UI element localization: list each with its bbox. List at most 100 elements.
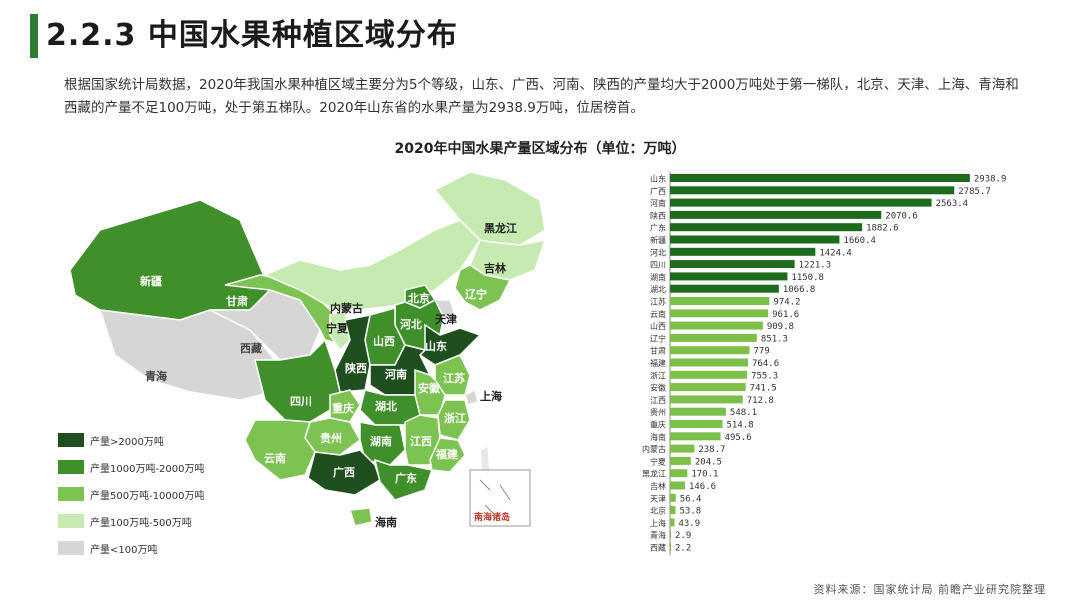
bar <box>670 506 676 515</box>
bar-value-label: 974.2 <box>773 298 800 308</box>
bar-category-label: 河北 <box>650 247 666 257</box>
region-chongqing <box>329 389 361 423</box>
bar <box>670 395 743 404</box>
legend-label: 产量1000万吨-2000万吨 <box>90 463 205 475</box>
region-shanghai <box>464 388 479 406</box>
label-beijing: 北京 <box>408 291 430 305</box>
bar-category-label: 贵州 <box>650 407 666 417</box>
bar <box>670 407 726 416</box>
bar-value-label: 1424.4 <box>819 248 852 258</box>
bar-value-label: 1066.8 <box>783 285 816 295</box>
region-hunan <box>359 421 406 466</box>
bar-value-label: 764.6 <box>752 359 779 369</box>
bar-value-label: 2.9 <box>675 531 691 541</box>
bar-category-label: 湖南 <box>650 272 666 282</box>
label-qinghai: 青海 <box>145 369 167 383</box>
bar-value-label: 909.8 <box>767 322 794 332</box>
legend-swatch <box>58 487 84 501</box>
bar-value-label: 2070.6 <box>885 211 918 221</box>
label-hubei: 湖北 <box>375 399 397 413</box>
label-guangdong: 广东 <box>395 471 417 485</box>
region-yunnan <box>244 419 316 481</box>
section-title: 2.2.3 中国水果种植区域分布 <box>46 18 458 53</box>
bar-category-label: 内蒙古 <box>642 444 666 454</box>
label-hebei: 河北 <box>400 317 422 331</box>
legend-item: 产量500万吨-10000万吨 <box>58 486 205 502</box>
description-text: 根据国家统计局数据，2020年我国水果种植区域主要分为5个等级，山东、广西、河南… <box>64 77 1019 116</box>
south-china-sea-inset <box>469 469 531 527</box>
label-heilongjiang: 黑龙江 <box>484 221 517 235</box>
bar-value-label: 56.4 <box>680 494 702 504</box>
bar <box>670 272 788 281</box>
bar-category-label: 安徽 <box>650 383 666 393</box>
bar-category-label: 天津 <box>650 493 666 503</box>
bar-value-label: 961.6 <box>772 310 799 320</box>
bar-category-label: 山西 <box>650 321 666 331</box>
legend-swatch <box>58 514 84 528</box>
bar-category-label: 河南 <box>650 198 666 208</box>
bar-value-label: 712.8 <box>747 396 774 406</box>
legend-item: 产量<100万吨 <box>58 540 205 556</box>
bar <box>670 210 882 219</box>
bar <box>670 383 746 392</box>
bar-category-label: 广东 <box>650 223 666 233</box>
legend-swatch <box>58 541 84 555</box>
label-anhui: 安徽 <box>418 381 441 395</box>
bar-value-label: 170.1 <box>691 470 718 480</box>
bar-category-label: 重庆 <box>650 420 666 430</box>
region-shaanxi <box>334 314 371 393</box>
label-liaoning: 辽宁 <box>465 287 487 301</box>
bar-category-label: 江苏 <box>650 297 666 307</box>
bar <box>670 346 750 355</box>
label-sichuan: 四川 <box>290 395 312 408</box>
bar <box>670 247 816 256</box>
bar-category-label: 四川 <box>650 261 666 270</box>
bar <box>670 174 970 182</box>
label-jilin: 吉林 <box>484 261 506 275</box>
label-guangxi: 广西 <box>333 465 355 479</box>
legend-label: 产量>2000万吨 <box>90 436 164 448</box>
bar-category-label: 上海 <box>650 518 666 528</box>
bar <box>670 284 779 293</box>
china-map: 新疆 西藏 青海 甘肃 内蒙古 黑龙江 吉林 辽宁 北京 天津 河北 宁夏 山西… <box>69 171 547 529</box>
label-chongqing: 重庆 <box>332 401 354 415</box>
bar-category-label: 山东 <box>650 174 666 184</box>
label-hainan: 海南 <box>375 515 397 529</box>
bar <box>670 530 671 539</box>
chart-title: 2020年中国水果产量区域分布（单位：万吨） <box>394 141 686 157</box>
bar-value-label: 53.8 <box>679 507 701 517</box>
label-neimenggu: 内蒙古 <box>330 301 363 315</box>
bar-value-label: 238.7 <box>698 445 725 455</box>
bar-value-label: 548.1 <box>730 408 757 418</box>
label-xizang: 西藏 <box>240 341 262 355</box>
label-guizhou: 贵州 <box>320 431 342 445</box>
bar-value-label: 779 <box>753 347 769 357</box>
region-fujian <box>429 437 466 473</box>
bar <box>670 493 676 502</box>
legend-label: 产量100万吨-500万吨 <box>90 517 192 529</box>
label-jiangxi: 江西 <box>410 434 432 448</box>
bar-category-label: 湖北 <box>650 285 666 294</box>
legend-swatch <box>58 460 84 474</box>
source-note: 资料来源：国家统计局 前瞻产业研究院整理 <box>813 583 1046 596</box>
bar-category-label: 北京 <box>650 506 666 516</box>
bar-value-label: 1660.4 <box>843 236 876 246</box>
legend-item: 产量100万吨-500万吨 <box>58 513 205 529</box>
label-shanxi: 山西 <box>373 334 395 348</box>
title-accent-bar <box>30 14 38 58</box>
bar-value-label: 514.8 <box>727 421 754 431</box>
bar <box>670 358 749 367</box>
label-fujian: 福建 <box>435 447 459 461</box>
bar-category-label: 吉林 <box>650 481 666 491</box>
bar <box>670 223 863 232</box>
bar-value-label: 755.3 <box>751 371 778 381</box>
bar-value-label: 1221.3 <box>799 261 832 271</box>
bar <box>670 260 795 269</box>
bar-category-label: 辽宁 <box>650 333 666 343</box>
bar-category-label: 宁夏 <box>650 456 666 466</box>
bar <box>670 469 688 478</box>
bar-category-label: 青海 <box>650 530 666 540</box>
label-hunan: 湖南 <box>370 434 392 448</box>
bar <box>670 456 691 465</box>
bar-value-label: 2785.7 <box>958 187 991 197</box>
